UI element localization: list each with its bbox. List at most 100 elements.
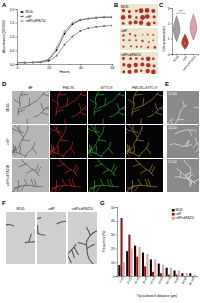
colony (135, 9, 138, 12)
data-point (111, 15, 112, 17)
hypha (36, 165, 39, 172)
hypha (167, 118, 173, 124)
legend-marker (21, 11, 23, 13)
hypha (155, 104, 158, 111)
tick-label: 50 (111, 206, 115, 210)
hypha (19, 125, 20, 129)
tick-label: 0 (113, 275, 115, 279)
colony (140, 15, 145, 20)
tick: 50 (111, 206, 117, 210)
hypha (34, 106, 49, 117)
hypha (57, 125, 58, 129)
colony (136, 46, 138, 48)
hypha (12, 129, 13, 133)
data-point (71, 21, 73, 23)
colony (122, 70, 125, 73)
hypha (126, 186, 135, 192)
image-label: M145 (17, 207, 25, 211)
bar (123, 262, 125, 276)
hypha (50, 139, 63, 155)
series-line (17, 17, 112, 62)
colony (127, 63, 132, 68)
tick-label: 60-70 (165, 276, 172, 285)
tick-label: 3 (168, 7, 170, 11)
hypha (150, 165, 153, 172)
hypha (155, 104, 158, 111)
hypha (127, 185, 156, 188)
image-content (50, 159, 81, 192)
data-point (32, 61, 34, 63)
hypha (56, 110, 63, 113)
hypha (163, 107, 164, 111)
hypha (147, 148, 151, 154)
panel-label: B (114, 2, 119, 8)
panel-label: F (2, 200, 6, 206)
data-point (32, 62, 34, 64)
legend-swatch (172, 217, 175, 220)
colony (147, 34, 149, 36)
tick: 1.5 (10, 21, 17, 25)
hypha (19, 159, 39, 176)
tick: 0-10 (118, 276, 124, 283)
image-background (12, 91, 49, 124)
panel-d: BFFM5-95SYTO-9FM5-95+SYTO-9M145cdtPcdtP/… (0, 86, 174, 207)
hypha (185, 173, 190, 176)
hypha (60, 140, 67, 141)
hypha (18, 110, 25, 113)
hypha (132, 91, 140, 115)
colony (128, 10, 131, 13)
tick-label: 60 (111, 66, 115, 70)
hypha (12, 186, 21, 192)
legend-line (20, 12, 24, 13)
hypha (133, 142, 148, 158)
colony (129, 57, 132, 60)
hypha (94, 91, 102, 115)
hypha (41, 104, 44, 111)
tick: 90-100 (188, 276, 196, 286)
hypha (42, 112, 49, 115)
hypha (37, 217, 41, 219)
hypha (19, 146, 21, 153)
micrograph (36, 155, 87, 208)
hypha (15, 146, 17, 153)
median-dot (176, 29, 177, 30)
hypha (88, 129, 89, 133)
panel-f: M145cdtPcdtP/cdtPΔZ10 (0, 207, 99, 280)
panel-label: G (100, 200, 105, 206)
time-label: 14:20 (168, 126, 177, 130)
tick-mark (171, 8, 173, 9)
hypha (56, 91, 64, 115)
hypha (78, 242, 86, 244)
hypha (175, 177, 195, 184)
hypha (87, 228, 91, 236)
hypha (71, 148, 75, 154)
bar (170, 268, 172, 276)
colony (145, 8, 150, 13)
data-point (87, 27, 89, 29)
plate-image (120, 52, 158, 74)
bar (162, 265, 164, 276)
tick-label: 10-20 (126, 276, 133, 285)
data-point (87, 17, 89, 19)
tick: 3 (168, 7, 172, 11)
hypha (95, 132, 100, 138)
hypha (138, 179, 142, 185)
colony (141, 40, 143, 42)
data-point (56, 49, 58, 51)
hypha (75, 167, 78, 173)
hypha (133, 146, 135, 153)
bar (160, 273, 162, 276)
micrograph (0, 155, 49, 208)
hypha (97, 92, 121, 109)
colony (122, 57, 125, 60)
legend-swatch (172, 209, 175, 212)
hypha (88, 133, 89, 135)
tick: 20-30 (133, 276, 140, 285)
hypha (14, 191, 16, 192)
hypha (37, 223, 45, 235)
hypha (57, 164, 64, 166)
hypha (50, 186, 59, 192)
image-content (90, 91, 125, 124)
plate-image (120, 4, 158, 26)
violin (173, 16, 180, 42)
